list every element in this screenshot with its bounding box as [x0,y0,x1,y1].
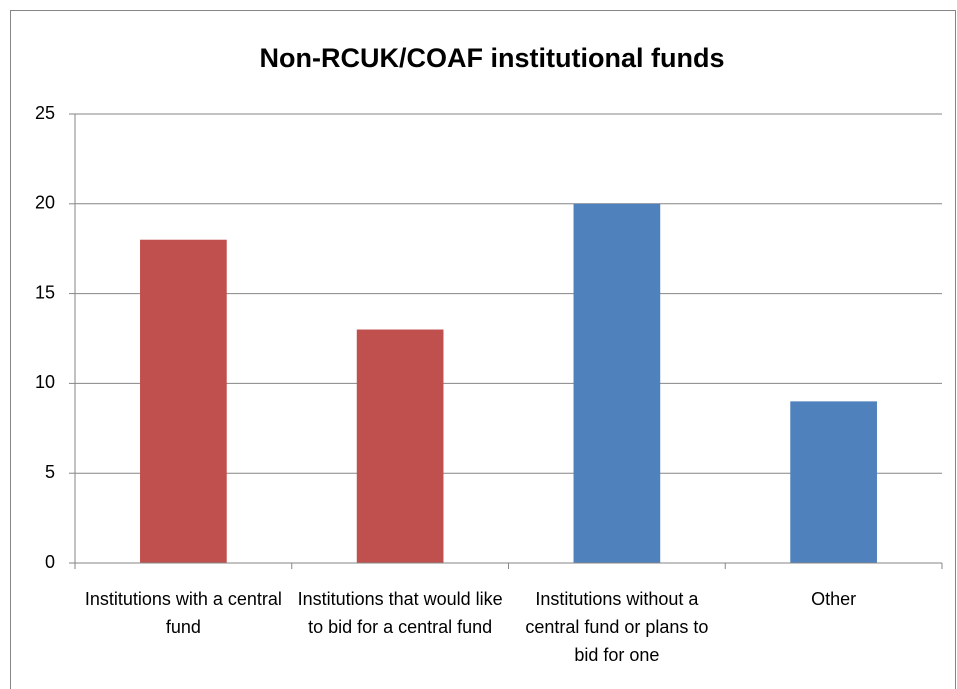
y-tick-label: 10 [35,372,55,392]
chart-title: Non-RCUK/COAF institutional funds [260,43,725,73]
x-tick-label: Institutions with a central fund [84,589,282,637]
bar [790,401,877,563]
bar [140,239,227,563]
y-tick-label: 0 [45,552,55,572]
y-tick-label: 20 [35,193,55,213]
x-tick-label: Institutions that would like to bid for … [297,589,503,637]
y-tick-label: 15 [35,282,55,302]
bar [573,203,661,564]
y-tick-label: 5 [45,462,55,482]
y-tick-label: 25 [35,103,55,123]
chart-border [10,10,956,689]
bar [356,329,444,563]
x-tick-label: Institutions without a central fund or p… [525,589,709,665]
x-tick-label: Other [811,589,857,609]
